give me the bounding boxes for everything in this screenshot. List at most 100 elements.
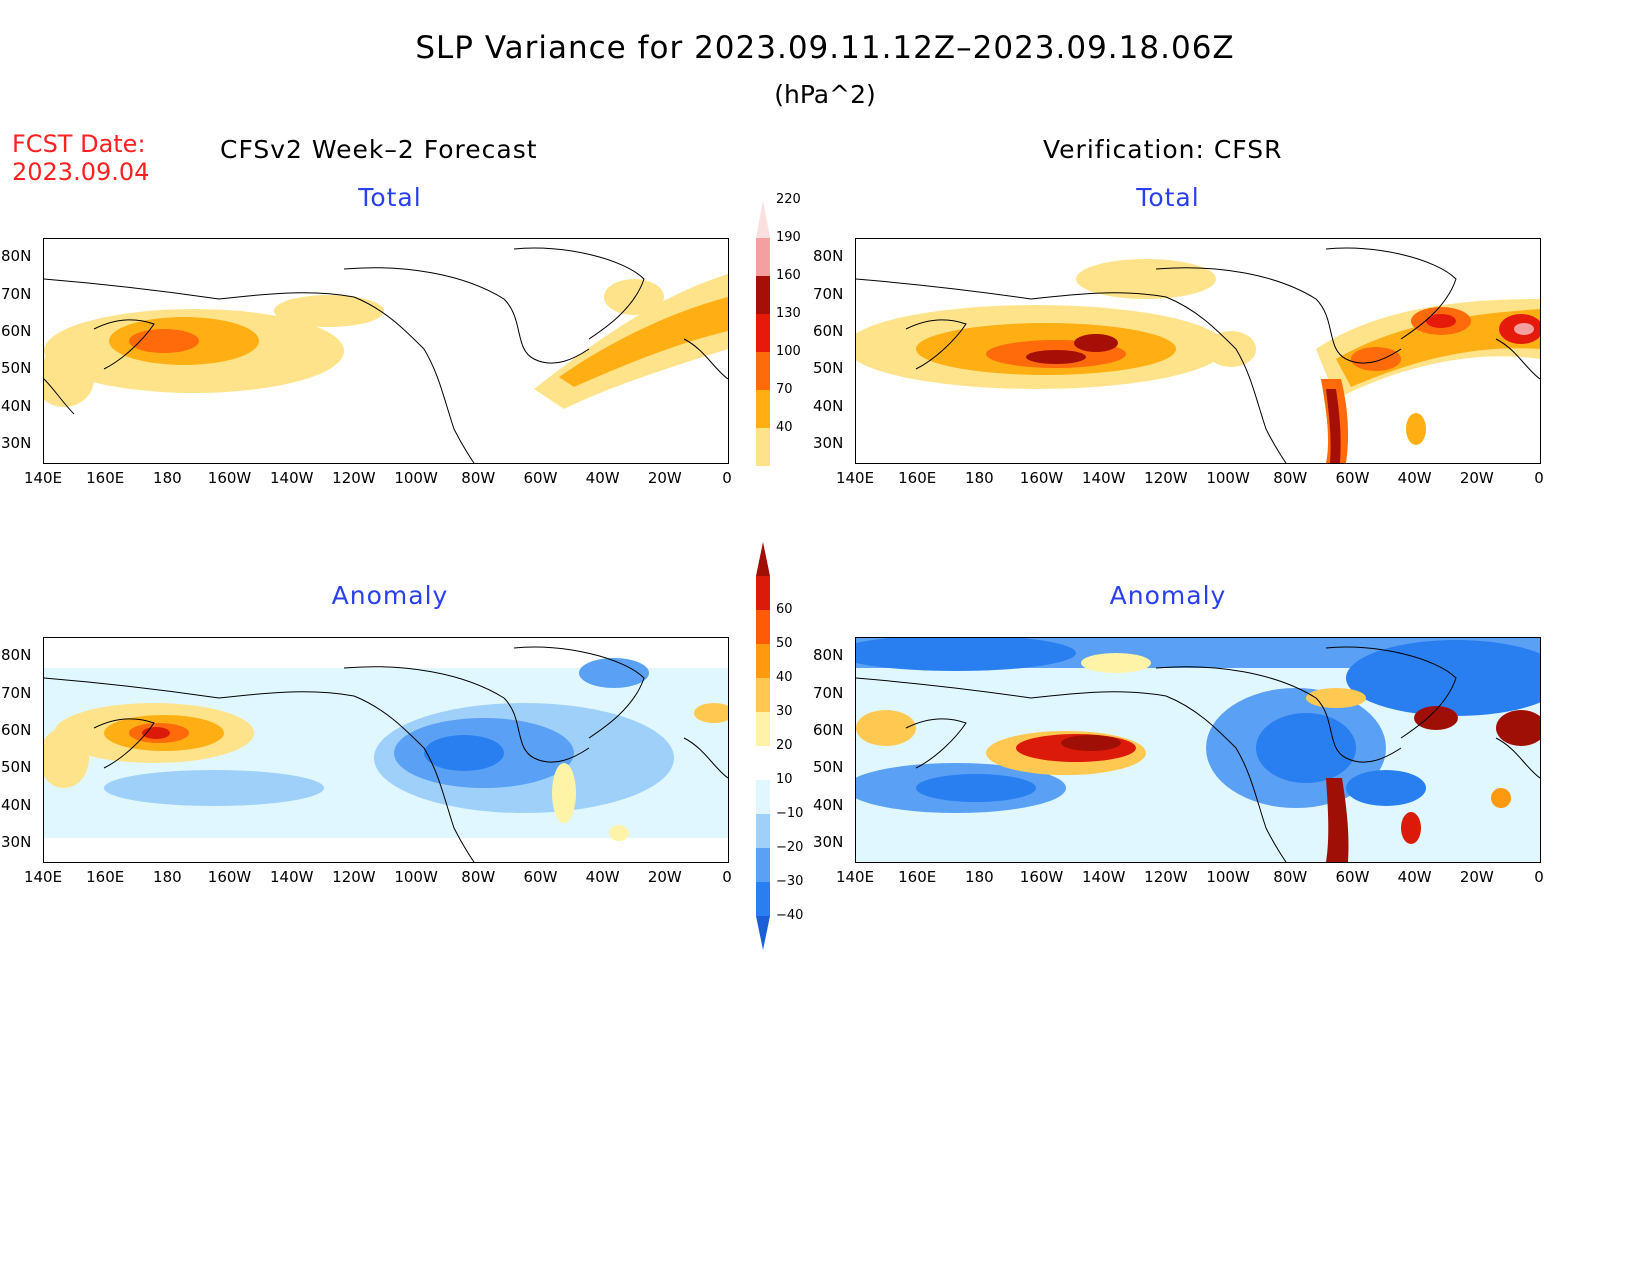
lon-tick-label: 40W — [585, 868, 620, 886]
colorbar-segment — [756, 814, 770, 848]
shaded-field — [856, 259, 1540, 463]
lat-tick-label: 30N — [1, 833, 32, 851]
colorbar-level-label: 20 — [776, 738, 793, 753]
lat-tick-label: 50N — [813, 758, 844, 776]
lon-tick-label: 20W — [1459, 469, 1494, 487]
lon-tick-label: 120W — [1144, 469, 1188, 487]
colorbar-segment — [756, 352, 770, 390]
colorbar-level-label: 60 — [776, 602, 793, 617]
lat-tick-label: 50N — [1, 359, 32, 377]
lon-tick-label: 60W — [523, 469, 558, 487]
colorbar-segment — [756, 916, 770, 950]
colorbar-segment — [756, 428, 770, 466]
lat-tick-label: 60N — [1, 721, 32, 739]
map-panel-forecast-anomaly — [43, 637, 729, 863]
coastlines — [44, 646, 728, 862]
shaded-field — [44, 274, 728, 409]
colorbar-level-label: 220 — [776, 192, 801, 207]
colorbar-level-label: 100 — [776, 344, 801, 359]
map-field-forecast-anomaly — [44, 646, 728, 862]
coastlines — [856, 646, 1540, 862]
colorbar-level-label: 40 — [776, 670, 793, 685]
lon-tick-label: 120W — [332, 469, 376, 487]
lon-tick-label: 180 — [965, 868, 994, 886]
lon-tick-label: 140W — [1081, 469, 1126, 487]
fcst-date-value: 2023.09.04 — [12, 158, 150, 186]
colorbar-segment — [756, 390, 770, 428]
map-panel-forecast-total — [43, 238, 729, 464]
lon-tick-label: 180 — [153, 868, 182, 886]
colorbar-level-label: −40 — [776, 908, 804, 923]
lat-tick-label: 40N — [1, 796, 32, 814]
column-title-forecast: CFSv2 Week–2 Forecast — [220, 135, 538, 164]
colorbar-segment — [756, 712, 770, 746]
lat-tick-label: 30N — [1, 434, 32, 452]
colorbar-level-label: −30 — [776, 874, 804, 889]
lon-tick-label: 0 — [1534, 469, 1544, 487]
lon-tick-label: 140W — [269, 469, 314, 487]
lon-tick-label: 100W — [394, 868, 438, 886]
cbar-anom-svg — [756, 542, 770, 950]
lon-tick-label: 40W — [585, 469, 620, 487]
lat-tick-label: 80N — [1, 646, 32, 664]
map-panel-verification-total — [855, 238, 1541, 464]
map-field-verification-anomaly — [856, 638, 1540, 862]
lat-tick-label: 60N — [1, 322, 32, 340]
lat-tick-label: 40N — [813, 397, 844, 415]
colorbar-level-label: −10 — [776, 806, 804, 821]
colorbar-segment — [756, 644, 770, 678]
colorbar-level-label: 40 — [776, 420, 793, 435]
lon-tick-label: 0 — [722, 469, 732, 487]
lat-tick-label: 60N — [813, 721, 844, 739]
colorbar-level-label: 10 — [776, 772, 793, 787]
panel-title-forecast-total: Total — [358, 183, 422, 212]
colorbar-segment — [756, 238, 770, 276]
lon-tick-label: 40W — [1397, 868, 1432, 886]
lat-tick-label: 80N — [1, 247, 32, 265]
colorbar-level-label: 190 — [776, 230, 801, 245]
lon-tick-label: 80W — [461, 868, 496, 886]
lon-tick-label: 160W — [1019, 469, 1064, 487]
lat-tick-label: 70N — [1, 285, 32, 303]
lon-tick-label: 140E — [835, 868, 875, 886]
lat-tick-label: 80N — [813, 247, 844, 265]
lat-tick-label: 40N — [1, 397, 32, 415]
lon-tick-label: 60W — [1335, 868, 1370, 886]
lon-tick-label: 160W — [207, 868, 252, 886]
lat-tick-label: 40N — [813, 796, 844, 814]
figure-units: (hPa^2) — [774, 80, 876, 109]
lon-tick-label: 0 — [1534, 868, 1544, 886]
lat-tick-label: 60N — [813, 322, 844, 340]
colorbar-level-label: 30 — [776, 704, 793, 719]
map-field-forecast-total — [44, 247, 728, 463]
lon-tick-label: 120W — [332, 868, 376, 886]
panel-title-verification-total: Total — [1136, 183, 1200, 212]
lon-tick-label: 100W — [1206, 469, 1250, 487]
lon-tick-label: 160E — [86, 868, 125, 886]
lon-tick-label: 180 — [965, 469, 994, 487]
fcst-date-label: FCST Date: — [12, 130, 146, 158]
colorbar-segment — [756, 848, 770, 882]
lat-tick-label: 30N — [813, 434, 844, 452]
colorbar-segment — [756, 200, 770, 238]
lat-tick-label: 50N — [813, 359, 844, 377]
lon-tick-label: 160W — [207, 469, 252, 487]
lat-tick-label: 50N — [1, 758, 32, 776]
lon-tick-label: 140E — [23, 868, 63, 886]
lon-tick-label: 140W — [1081, 868, 1126, 886]
lon-tick-label: 160E — [86, 469, 125, 487]
lon-tick-label: 60W — [1335, 469, 1370, 487]
colorbar-segment — [756, 314, 770, 352]
colorbar-level-label: 160 — [776, 268, 801, 283]
colorbar-level-label: 70 — [776, 382, 793, 397]
lon-tick-label: 20W — [1459, 868, 1494, 886]
coastlines — [856, 247, 1540, 463]
lon-tick-label: 160E — [898, 469, 937, 487]
lon-tick-label: 100W — [1206, 868, 1250, 886]
shaded-field — [856, 638, 1540, 862]
lat-tick-label: 30N — [813, 833, 844, 851]
lon-tick-label: 60W — [523, 868, 558, 886]
colorbar-level-label: −20 — [776, 840, 804, 855]
lon-tick-label: 180 — [153, 469, 182, 487]
lon-tick-label: 140E — [835, 469, 875, 487]
